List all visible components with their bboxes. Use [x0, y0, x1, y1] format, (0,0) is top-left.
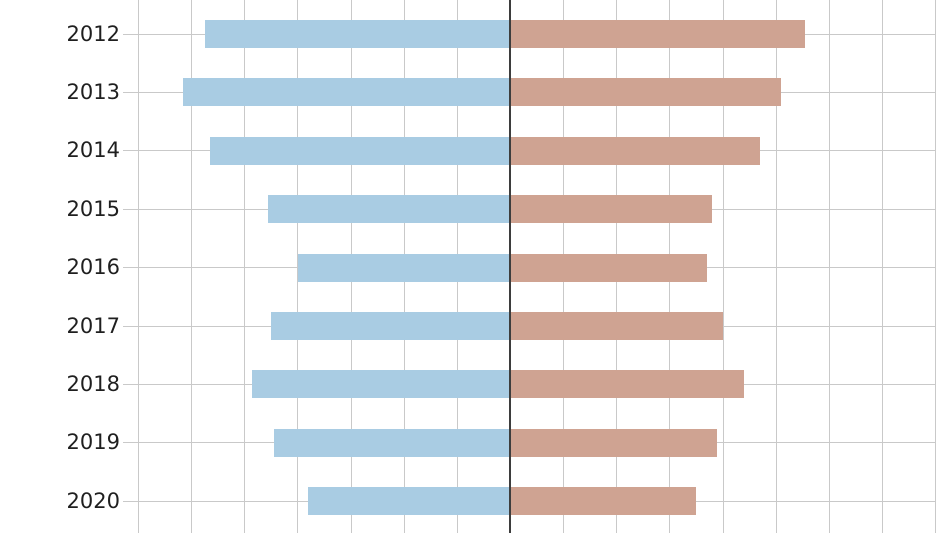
bar-left-2018 — [252, 370, 510, 399]
y-axis-year-label: 2016 — [66, 255, 120, 280]
y-axis-year-label: 2013 — [66, 79, 120, 104]
bar-right-2018 — [510, 370, 744, 399]
bar-right-2019 — [510, 428, 718, 457]
bar-right-2020 — [510, 487, 696, 516]
y-axis-year-label: 2015 — [66, 196, 120, 221]
vertical-gridline — [722, 0, 724, 533]
y-axis-year-label: 2017 — [66, 313, 120, 338]
vertical-gridline — [138, 0, 139, 533]
bar-right-2012 — [510, 20, 805, 48]
bar-left-2015 — [268, 195, 510, 224]
vertical-gridline — [775, 0, 777, 533]
bar-left-2020 — [308, 487, 510, 516]
bar-left-2017 — [270, 312, 510, 340]
zero-axis-line — [509, 0, 511, 533]
y-axis-year-label: 2020 — [66, 488, 120, 513]
bar-right-2016 — [510, 253, 707, 282]
y-axis-year-label: 2019 — [66, 430, 120, 455]
y-axis-year-label: 2012 — [66, 21, 120, 46]
bar-left-2014 — [209, 136, 510, 165]
bar-left-2019 — [273, 428, 510, 457]
bar-left-2016 — [297, 253, 510, 282]
bar-right-2017 — [510, 312, 723, 340]
vertical-gridline — [828, 0, 830, 533]
bar-left-2013 — [183, 78, 510, 107]
vertical-gridline — [191, 0, 193, 533]
vertical-gridline — [935, 0, 936, 533]
bar-right-2014 — [510, 136, 760, 165]
y-axis-year-label: 2018 — [66, 371, 120, 396]
y-axis-year-label: 2014 — [66, 138, 120, 163]
bar-right-2013 — [510, 78, 781, 107]
bar-left-2012 — [204, 20, 510, 48]
vertical-gridline — [244, 0, 246, 533]
bar-right-2015 — [510, 195, 712, 224]
vertical-gridline — [881, 0, 883, 533]
